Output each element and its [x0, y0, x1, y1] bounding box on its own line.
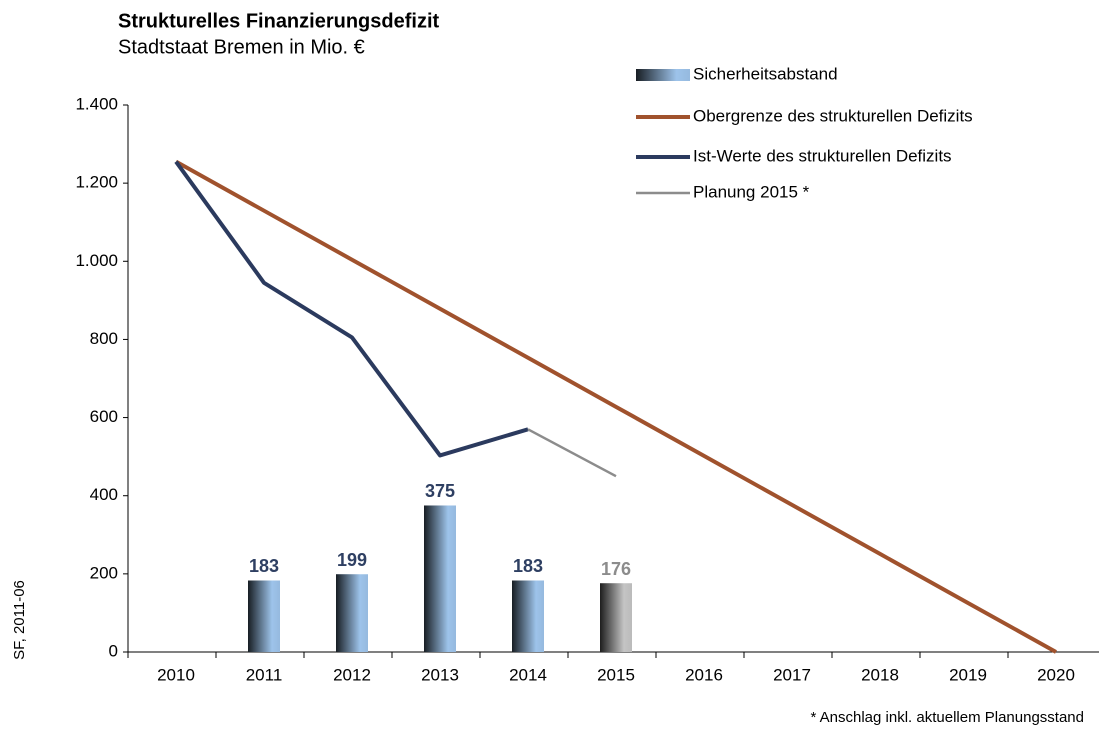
y-tick-label: 1.200: [75, 173, 118, 192]
y-tick-label: 200: [90, 563, 118, 582]
footnote: * Anschlag inkl. aktuellem Planungsstand: [810, 709, 1084, 726]
bar-shade: [336, 574, 368, 652]
line: [174, 160, 529, 458]
legend-label: Sicherheitsabstand: [693, 64, 838, 83]
x-tick-label: 2018: [861, 665, 899, 684]
line: [175, 159, 1057, 654]
y-tick-label: 1.000: [75, 251, 118, 270]
data-label: 375: [425, 481, 455, 501]
bar-shade: [248, 580, 280, 652]
x-tick-label: 2020: [1037, 665, 1075, 684]
y-tick-label: 600: [90, 407, 118, 426]
bar-shade: [600, 583, 632, 652]
data-label: 176: [601, 559, 631, 579]
y-tick-label: 0: [109, 641, 118, 660]
data-label: 199: [337, 550, 367, 570]
chart-title: Strukturelles Finanzierungsdefizit: [118, 10, 440, 32]
x-tick-label: 2015: [597, 665, 635, 684]
x-tick-label: 2014: [509, 665, 547, 684]
x-tick-label: 2010: [157, 665, 195, 684]
data-label: 183: [249, 556, 279, 576]
side-note: SF, 2011-06: [11, 580, 28, 660]
data-label: 183: [513, 556, 543, 576]
x-tick-label: 2012: [333, 665, 371, 684]
legend-label: Planung 2015 *: [693, 182, 810, 201]
x-tick-label: 2016: [685, 665, 723, 684]
bar-shade: [424, 505, 456, 652]
legend-label: Obergrenze des strukturellen Defizits: [693, 106, 973, 125]
legend-label: Ist-Werte des strukturellen Defizits: [693, 146, 952, 165]
x-tick-label: 2017: [773, 665, 811, 684]
legend-swatch-shade: [636, 69, 690, 81]
y-tick-label: 800: [90, 329, 118, 348]
x-tick-label: 2019: [949, 665, 987, 684]
line: [527, 428, 617, 478]
x-tick-label: 2011: [246, 665, 283, 684]
chart-subtitle: Stadtstaat Bremen in Mio. €: [118, 36, 365, 58]
x-tick-label: 2013: [421, 665, 459, 684]
bar-shade: [512, 580, 544, 652]
y-tick-label: 400: [90, 485, 118, 504]
y-tick-label: 1.400: [75, 94, 118, 113]
